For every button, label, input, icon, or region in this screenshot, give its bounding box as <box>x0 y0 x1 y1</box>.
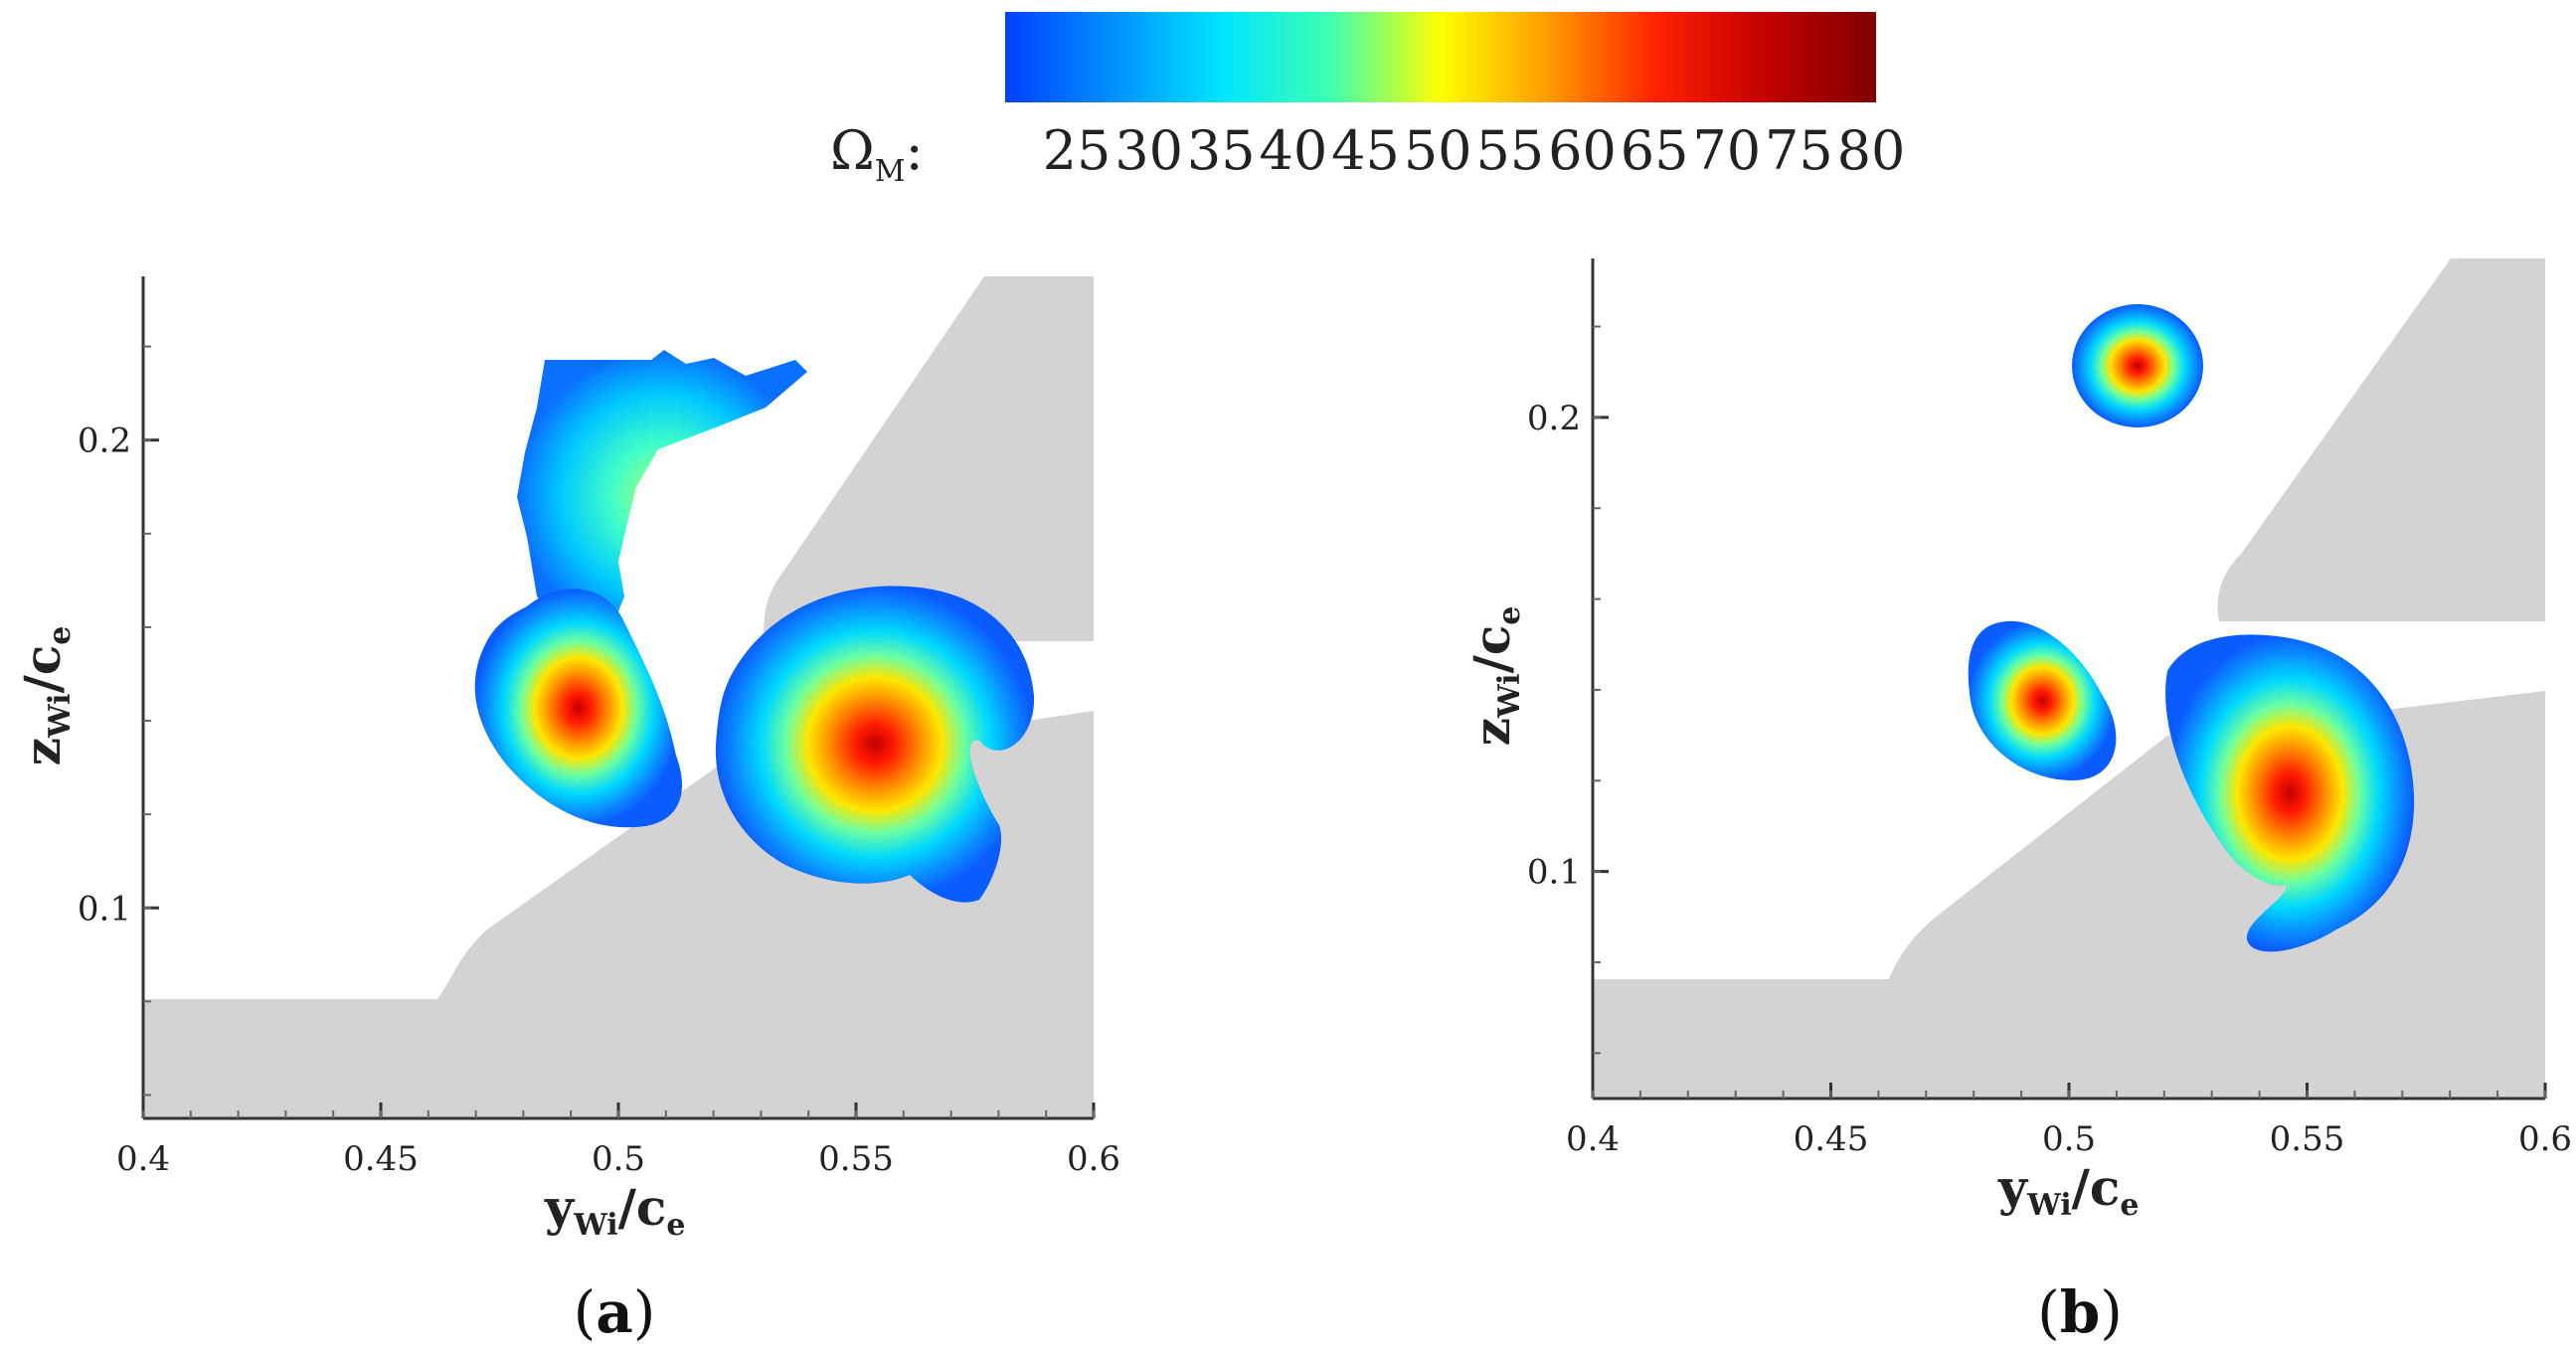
colorbar-tick-label: 35 <box>1187 119 1256 182</box>
panel-a-y-label: zWi/ce <box>13 626 78 766</box>
colorbar-ticks: 25 30 35 40 45 50 55 60 65 70 75 80 <box>1043 119 1906 182</box>
panel-b-x-tick-label: 0.55 <box>2270 1119 2345 1159</box>
panel-a-x-tick-label: 0.55 <box>818 1139 894 1179</box>
panel-b-y-tick-label: 0.1 <box>1527 853 1581 893</box>
colorbar-tick-label: 40 <box>1260 119 1328 182</box>
colorbar-label: ΩM: <box>830 119 924 189</box>
panel-b-vortex-right <box>2165 634 2415 952</box>
panel-b-y-label: zWi/ce <box>1462 606 1527 747</box>
colorbar-tick-label: 65 <box>1621 119 1689 182</box>
panel-b-contours <box>1968 304 2415 952</box>
panel-a-contours <box>474 350 1035 903</box>
panel-b-x-ticks: 0.4 0.45 0.5 0.55 0.6 <box>1566 1083 2572 1159</box>
colorbar-tick-label: 75 <box>1765 119 1833 182</box>
panel-b-x-tick-label: 0.4 <box>1566 1119 1620 1159</box>
panel-b-x-tick-label: 0.45 <box>1794 1119 1869 1159</box>
panel-a-x-tick-label: 0.6 <box>1067 1139 1120 1179</box>
panel-a-x-tick-label: 0.4 <box>116 1139 170 1179</box>
panel-a-x-label: yWi/ce <box>544 1178 685 1243</box>
panel-b: 0.4 0.45 0.5 0.55 0.6 0.1 0.2 yWi/ce zWi/ce (… <box>1462 258 2572 1346</box>
panel-b-vortex-left <box>1968 620 2117 780</box>
colorbar-tick-label: 70 <box>1692 119 1761 182</box>
panel-a-y-tick-label: 0.1 <box>78 889 131 929</box>
colorbar <box>1005 12 1876 102</box>
colorbar-tick-label: 25 <box>1043 119 1112 182</box>
panel-a-vortex-left <box>474 589 683 828</box>
panel-a-x-tick-label: 0.5 <box>592 1139 645 1179</box>
panel-b-vortex-top <box>2072 304 2203 427</box>
colorbar-tick-label: 55 <box>1475 119 1544 182</box>
panel-a-label: (a) <box>574 1278 656 1346</box>
colorbar-tick-label: 45 <box>1331 119 1400 182</box>
panel-a-vortex-right <box>715 586 1035 903</box>
panel-b-x-tick-label: 0.6 <box>2518 1119 2572 1159</box>
panel-a-y-tick-label: 0.2 <box>78 422 131 461</box>
colorbar-tick-label: 50 <box>1404 119 1472 182</box>
colorbar-tick-label: 80 <box>1837 119 1906 182</box>
panel-b-x-tick-label: 0.5 <box>2042 1119 2096 1159</box>
panel-b-y-tick-label: 0.2 <box>1527 399 1581 438</box>
panel-a: 0.4 0.45 0.5 0.55 0.6 0.1 0.2 yWi/ce zWi/ce (… <box>13 276 1120 1346</box>
colorbar-tick-label: 60 <box>1548 119 1617 182</box>
panel-b-y-ticks: 0.1 0.2 <box>1527 325 1609 1055</box>
panel-b-flap-geometry <box>2217 258 2545 621</box>
panel-a-flap-geometry <box>764 276 1094 641</box>
colorbar-tick-label: 30 <box>1115 119 1183 182</box>
panel-a-x-ticks: 0.4 0.45 0.5 0.55 0.6 <box>116 1102 1120 1179</box>
panel-a-y-ticks: 0.1 0.2 <box>78 345 159 1097</box>
panel-a-x-tick-label: 0.45 <box>343 1139 419 1179</box>
panel-a-vortex-arm <box>517 350 807 641</box>
panel-b-x-label: yWi/ce <box>1997 1158 2139 1223</box>
panel-b-label: (b) <box>2037 1278 2123 1346</box>
